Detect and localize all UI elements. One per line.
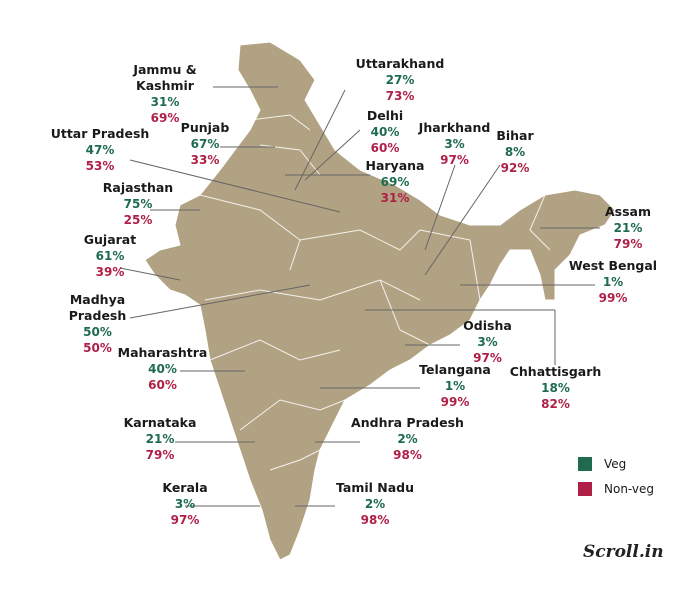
label-punjab: Punjab 67% 33% (170, 120, 240, 168)
state-name: Maharashtra (117, 345, 208, 360)
label-karnataka: Karnataka 21% 79% (120, 415, 200, 463)
veg-value: 21% (613, 221, 643, 235)
veg-value: 3% (444, 137, 465, 151)
veg-value: 67% (190, 137, 220, 151)
nonveg-value: 79% (613, 237, 643, 251)
india-outline (144, 41, 616, 561)
veg-value: 31% (150, 95, 180, 109)
veg-value: 2% (364, 497, 386, 511)
label-haryana: Haryana 69% 31% (360, 158, 430, 206)
state-name: Haryana (365, 158, 425, 173)
leader-lines (119, 86, 600, 507)
label-telangana: Telangana 1% 99% (415, 362, 495, 410)
state-name: Kerala (162, 480, 208, 495)
veg-swatch (578, 457, 592, 471)
veg-value: 3% (174, 497, 196, 511)
state-name: Jharkhand (418, 120, 491, 135)
label-bihar: Bihar 8% 92% (490, 128, 540, 176)
state-name: Gujarat (83, 232, 137, 247)
veg-value: 47% (85, 143, 115, 157)
nonveg-value: 99% (598, 291, 628, 305)
state-name: Tamil Nadu (335, 480, 415, 495)
veg-value: 27% (385, 73, 415, 87)
scroll-logo: Scroll.in (583, 542, 664, 562)
veg-value: 40% (148, 362, 177, 376)
nonveg-value: 97% (473, 351, 502, 365)
veg-value: 50% (83, 325, 112, 339)
state-name: Andhra Pradesh (351, 415, 464, 430)
veg-value: 1% (602, 275, 624, 289)
state-name: West Bengal (568, 258, 658, 273)
state-name: Telangana (419, 362, 491, 377)
label-tamil-nadu: Tamil Nadu 2% 98% (330, 480, 420, 528)
nonveg-value: 25% (123, 213, 153, 227)
state-name: Odisha (463, 318, 512, 333)
legend-nonveg-label: Non-veg (604, 482, 655, 496)
label-jharkhand: Jharkhand 3% 97% (412, 120, 497, 168)
state-borders (199, 114, 551, 471)
nonveg-value: 31% (380, 191, 410, 205)
label-uttarakhand: Uttarakhand 27% 73% (345, 56, 455, 104)
label-uttar-pradesh: Uttar Pradesh 47% 53% (45, 126, 155, 174)
nonveg-value: 82% (541, 397, 570, 411)
nonveg-value: 97% (170, 513, 200, 527)
nonveg-value: 39% (95, 265, 125, 279)
veg-value: 2% (397, 432, 418, 446)
legend-nonveg: Non-veg (578, 482, 654, 496)
state-name: Assam (604, 204, 651, 219)
veg-value: 18% (541, 381, 570, 395)
nonveg-value: 98% (393, 448, 422, 462)
legend-veg-label: Veg (604, 457, 627, 471)
nonveg-value: 79% (145, 448, 175, 462)
state-name: Uttar Pradesh (50, 126, 150, 141)
veg-value: 3% (477, 335, 498, 349)
nonveg-value: 33% (190, 153, 220, 167)
veg-value: 1% (444, 379, 466, 393)
nonveg-value: 99% (440, 395, 470, 409)
nonveg-value: 50% (83, 341, 112, 355)
label-odisha: Odisha 3% 97% (455, 318, 520, 366)
veg-value: 40% (370, 125, 400, 139)
label-andhra-pradesh: Andhra Pradesh 2% 98% (350, 415, 465, 463)
label-kerala: Kerala 3% 97% (155, 480, 215, 528)
nonveg-value: 92% (500, 161, 530, 175)
veg-value: 75% (123, 197, 153, 211)
nonveg-value: 73% (385, 89, 415, 103)
veg-value: 8% (504, 145, 526, 159)
state-name: Punjab (180, 120, 230, 135)
state-name: Delhi (366, 108, 404, 123)
veg-value: 61% (95, 249, 125, 263)
nonveg-value: 53% (85, 159, 115, 173)
state-name: Bihar (496, 128, 534, 143)
label-maharashtra: Maharashtra 40% 60% (115, 345, 210, 393)
nonveg-value: 98% (360, 513, 390, 527)
state-name: Chhattisgarh (509, 364, 602, 379)
label-assam: Assam 21% 79% (598, 204, 658, 252)
state-name: Madhya Pradesh (68, 292, 127, 323)
nonveg-value: 60% (370, 141, 400, 155)
label-rajasthan: Rajasthan 75% 25% (98, 180, 178, 228)
state-name: Jammu & Kashmir (133, 62, 197, 93)
nonveg-value: 60% (148, 378, 177, 392)
label-gujarat: Gujarat 61% 39% (75, 232, 145, 280)
state-name: Rajasthan (102, 180, 174, 195)
state-name: Uttarakhand (355, 56, 445, 71)
label-west-bengal: West Bengal 1% 99% (568, 258, 658, 306)
state-name: Karnataka (123, 415, 197, 430)
veg-value: 21% (145, 432, 175, 446)
veg-value: 69% (380, 175, 410, 189)
label-madhya-pradesh: Madhya Pradesh 50% 50% (40, 292, 155, 356)
nonveg-value: 97% (440, 153, 469, 167)
nonveg-swatch (578, 482, 592, 496)
label-chhattisgarh: Chhattisgarh 18% 82% (508, 364, 603, 412)
label-delhi: Delhi 40% 60% (355, 108, 415, 156)
label-jammu-kashmir: Jammu & Kashmir 31% 69% (105, 62, 225, 126)
legend-veg: Veg (578, 457, 626, 471)
nonveg-value: 69% (150, 111, 180, 125)
